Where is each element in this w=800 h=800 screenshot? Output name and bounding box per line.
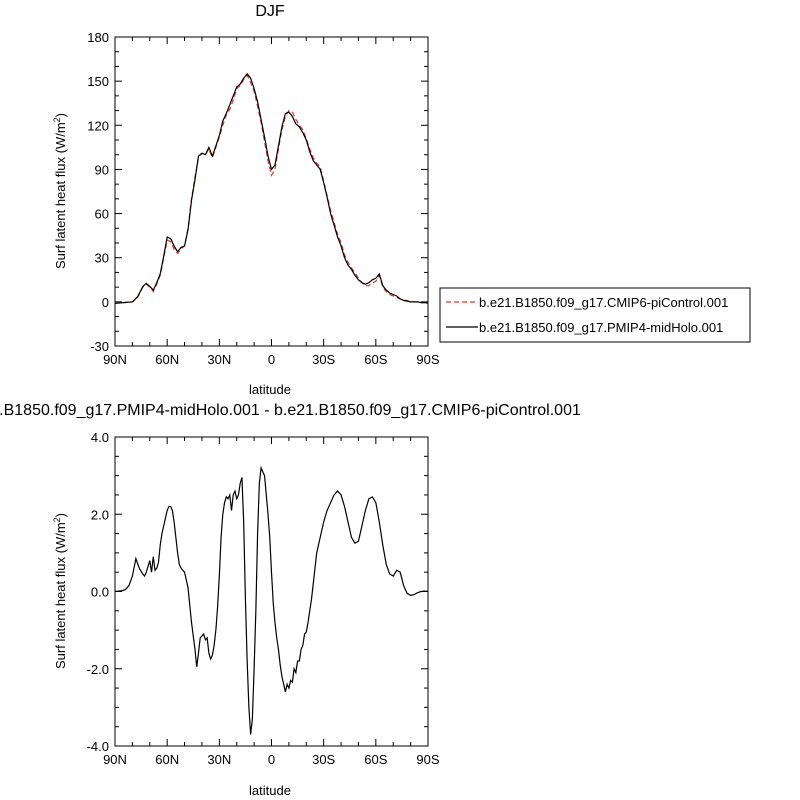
top-x-tick-label: 30S xyxy=(312,352,335,367)
top-y-axis-label: Surf latent heat flux (W/m2) xyxy=(52,113,68,269)
bottom-x-tick-label: 90N xyxy=(103,752,127,767)
bottom-y-axis-label-main: Surf latent heat flux (W/m xyxy=(53,522,68,669)
top-y-tick-label: 120 xyxy=(87,118,109,133)
legend-box xyxy=(439,287,751,343)
top-y-axis-label-main: Surf latent heat flux (W/m xyxy=(53,122,68,269)
top-y-tick-label: 0 xyxy=(102,295,109,310)
bottom-plot-frame xyxy=(114,436,429,747)
top-x-tick-label: 60S xyxy=(364,352,387,367)
top-y-tick-label: 30 xyxy=(95,251,109,266)
top-series-line-1 xyxy=(114,72,429,304)
top-x-tick-label: 30N xyxy=(207,352,231,367)
top-x-tick-label: 90S xyxy=(416,352,439,367)
legend-label-midholo: b.e21.B1850.f09_g17.PMIP4-midHolo.001 xyxy=(479,320,723,335)
bottom-y-tick-label: 2.0 xyxy=(91,507,109,522)
top-plot-area: 90N 60N 30N 0 30S 60S 90S -30 0 30 60 90 120 150 180 xyxy=(87,30,440,367)
top-y-tick-label: -30 xyxy=(90,339,109,354)
bottom-y-axis-label: Surf latent heat flux (W/m2) xyxy=(52,513,68,669)
bottom-x-tick-label: 30S xyxy=(312,752,335,767)
bottom-x-tick-label: 60N xyxy=(155,752,179,767)
bottom-plot-area: 90N 60N 30N 0 30S 60S 90S -4.0 -2.0 0.0 2.0 4.0 xyxy=(87,430,440,767)
bottom-x-axis-label: latitude xyxy=(249,783,291,798)
bottom-series-line-0 xyxy=(114,465,429,735)
top-plot-frame xyxy=(114,36,429,347)
top-y-tick-label: 60 xyxy=(95,207,109,222)
bottom-y-tick-label: -2.0 xyxy=(87,662,109,677)
top-x-axis-label: latitude xyxy=(249,382,291,397)
top-chart-title: DJF xyxy=(255,3,285,20)
top-y-axis-label-superscript: 2 xyxy=(52,117,62,122)
top-y-axis-label-end: ) xyxy=(53,113,68,117)
top-x-tick-label: 0 xyxy=(268,352,275,367)
legend-label-picontrol: b.e21.B1850.f09_g17.CMIP6-piControl.001 xyxy=(479,295,728,310)
bottom-y-axis-label-superscript: 2 xyxy=(52,517,62,522)
bottom-x-tick-label: 0 xyxy=(268,752,275,767)
top-y-tick-label: 90 xyxy=(95,162,109,177)
bottom-y-axis-label-end: ) xyxy=(53,513,68,517)
bottom-y-tick-label: 0.0 xyxy=(91,585,109,600)
top-y-tick-label: 150 xyxy=(87,74,109,89)
top-y-tick-label: 180 xyxy=(87,30,109,45)
top-x-tick-label: 60N xyxy=(155,352,179,367)
bottom-chart-title: b.e21.B1850.f09_g17.PMIP4-midHolo.001 - … xyxy=(0,402,581,419)
bottom-y-tick-label: 4.0 xyxy=(91,430,109,445)
bottom-x-tick-label: 60S xyxy=(364,752,387,767)
bottom-x-tick-label: 90S xyxy=(416,752,439,767)
top-series-line-0 xyxy=(114,74,429,304)
bottom-chart: b.e21.B1850.f09_g17.PMIP4-midHolo.001 - … xyxy=(0,402,581,798)
top-x-tick-label: 90N xyxy=(103,352,127,367)
bottom-x-tick-label: 30N xyxy=(207,752,231,767)
bottom-y-tick-label: -4.0 xyxy=(87,739,109,754)
top-chart: DJF 90N 60N 30N 0 30S 60S 90S -30 0 30 60 90 120 150 1… xyxy=(52,3,751,397)
legend: b.e21.B1850.f09_g17.CMIP6-piControl.001 … xyxy=(439,287,751,343)
